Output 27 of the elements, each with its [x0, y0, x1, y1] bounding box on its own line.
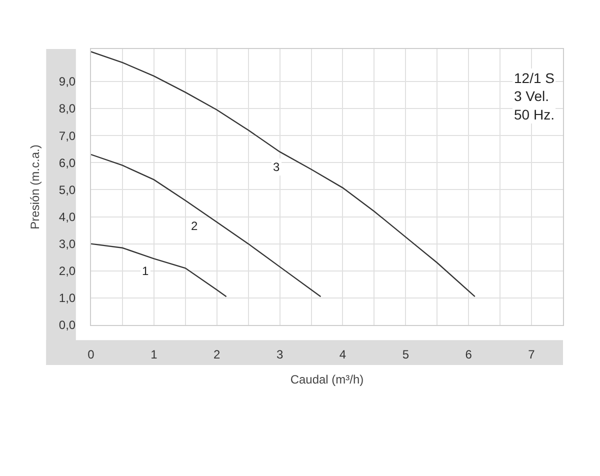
x-axis-title: Caudal (m³/h): [290, 372, 364, 386]
x-tick-label: 0: [88, 347, 95, 362]
line-series: [91, 51, 476, 298]
x-tick-label: 2: [214, 347, 221, 362]
y-axis-title: Presión (m.c.a.): [28, 144, 42, 230]
y-tick-label: 4,0: [58, 210, 76, 224]
y-tick-label: 3,0: [58, 237, 76, 252]
line-series: [91, 154, 322, 298]
y-tick-label: 2,0: [58, 264, 76, 278]
line-series: [91, 243, 227, 298]
x-tick-label: 1: [150, 347, 158, 362]
x-tick-label: 5: [402, 347, 410, 362]
y-tick-label: 0,0: [58, 318, 76, 332]
annotation: 1: [142, 264, 149, 278]
y-tick-label: 8,0: [58, 102, 76, 116]
x-tick-label: 7: [528, 347, 536, 362]
x-tick-label: 6: [465, 347, 472, 362]
x-tick-label: 4: [339, 347, 346, 362]
y-tick-label: 1,0: [58, 291, 76, 306]
x-tick-label: 3: [276, 347, 284, 362]
annotation: 12/1 S 3 Vel. 50 Hz.: [514, 70, 554, 122]
y-tick-label: 9,0: [58, 74, 76, 89]
annotation: 3: [273, 160, 280, 174]
y-tick-label: 6,0: [58, 156, 76, 170]
y-tick-label: 5,0: [58, 182, 76, 197]
y-tick-label: 7,0: [58, 128, 76, 143]
annotation: 2: [191, 219, 198, 233]
